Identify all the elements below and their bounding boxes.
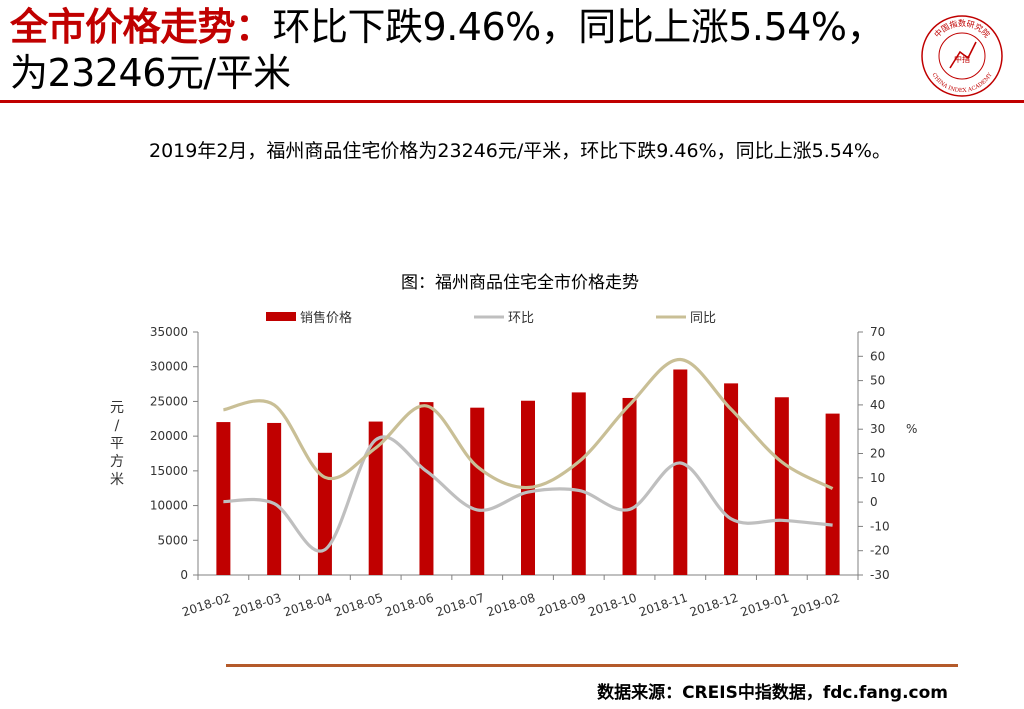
right-y-tick-label: 0 <box>870 495 878 509</box>
x-tick-label: 2019-01 <box>739 591 791 620</box>
legend-item-yoy: 同比 <box>656 311 716 326</box>
rate-lines <box>223 357 834 553</box>
right-y-tick-label: 20 <box>870 447 885 461</box>
legend-swatch <box>266 312 296 321</box>
left-y-tick-label: 15000 <box>150 464 188 478</box>
x-tick-label: 2018-11 <box>637 591 689 620</box>
price-bar <box>267 422 282 575</box>
price-bar <box>317 452 332 575</box>
right-y-tick-label: 40 <box>870 398 885 412</box>
right-y-axis-unit: % <box>906 422 917 436</box>
right-y-tick-label: -20 <box>870 544 890 558</box>
legend-item-sales-price: 销售价格 <box>266 310 352 326</box>
x-tick-label: 2018-06 <box>383 591 435 620</box>
price-bars <box>216 369 840 575</box>
seal-center-text: 中指 <box>954 54 970 64</box>
left-y-axis-label: 元/平方米 <box>110 400 124 488</box>
price-bar <box>622 397 637 575</box>
price-bar <box>216 422 231 575</box>
mom-change-line <box>223 435 833 553</box>
left-y-axis: 0 5000 10000 15000 20000 25000 30000 35000 元/平方米 <box>110 325 199 582</box>
data-source-note: 数据来源：CREIS中指数据，fdc.fang.com <box>597 683 948 703</box>
x-tick-label: 2018-09 <box>536 591 588 620</box>
legend-label: 销售价格 <box>300 310 352 326</box>
x-tick-label: 2018-03 <box>231 591 283 620</box>
left-y-tick-label: 0 <box>180 568 188 582</box>
price-bar <box>571 392 586 575</box>
x-tick-label: 2019-02 <box>790 591 842 620</box>
china-index-academy-seal-logo: 中国指数研究院 CHINA INDEX ACADEMY 中指 <box>921 15 1003 97</box>
x-tick-label: 2018-10 <box>586 591 638 620</box>
source-divider <box>226 664 958 667</box>
title-divider <box>0 100 1024 103</box>
x-axis: 2018-022018-032018-042018-052018-062018-… <box>180 574 859 620</box>
price-bar <box>368 421 383 575</box>
right-y-axis: -30 -20 -10 0 10 20 30 40 50 60 70% <box>857 325 917 582</box>
yoy-change-line <box>223 357 834 491</box>
slide-title-highlight: 全市价格走势： <box>10 5 273 49</box>
right-y-tick-label: 30 <box>870 422 885 436</box>
slide-title-rest: 环比下跌9.46%，同比上涨5.54%，为23246元/平米 <box>10 5 884 95</box>
x-tick-label: 2018-02 <box>180 591 232 620</box>
price-bar <box>724 383 739 575</box>
price-bar <box>825 413 840 575</box>
right-y-tick-label: -10 <box>870 519 890 533</box>
x-tick-label: 2018-08 <box>485 591 537 620</box>
left-y-tick-label: 5000 <box>157 533 188 547</box>
price-bar <box>673 369 688 575</box>
summary-text: 2019年2月，福州商品住宅价格为23246元/平米，环比下跌9.46%，同比上… <box>148 140 891 162</box>
right-y-tick-label: 70 <box>870 325 885 339</box>
right-y-tick-label: 50 <box>870 374 885 388</box>
price-trend-chart-svg: 图：福州商品住宅全市价格走势 销售价格 环比 同比 0 5000 10000 15000 2… <box>110 273 917 620</box>
left-y-tick-label: 10000 <box>150 499 188 513</box>
chart-legend: 销售价格 环比 同比 <box>266 310 716 326</box>
price-bar <box>774 397 789 575</box>
right-y-tick-label: 60 <box>870 349 885 363</box>
x-tick-label: 2018-12 <box>688 591 740 620</box>
slide-title: 全市价格走势：环比下跌9.46%，同比上涨5.54%，为23246元/平米 <box>10 4 890 96</box>
price-trend-chart: 图：福州商品住宅全市价格走势 销售价格 环比 同比 0 5000 10000 15000 2… <box>100 262 940 662</box>
x-tick-label: 2018-05 <box>333 591 385 620</box>
chart-title: 图：福州商品住宅全市价格走势 <box>401 273 639 293</box>
legend-label: 同比 <box>690 311 716 326</box>
x-tick-label: 2018-07 <box>434 591 486 620</box>
x-tick-label: 2018-04 <box>282 591 334 620</box>
price-bar <box>470 407 485 575</box>
left-y-tick-label: 25000 <box>150 394 188 408</box>
right-y-tick-label: 10 <box>870 471 885 485</box>
left-y-tick-label: 20000 <box>150 429 188 443</box>
left-y-tick-label: 30000 <box>150 360 188 374</box>
right-y-tick-label: -30 <box>870 568 890 582</box>
price-bar <box>419 402 434 575</box>
left-y-tick-label: 35000 <box>150 325 188 339</box>
legend-label: 环比 <box>508 311 534 326</box>
legend-item-mom: 环比 <box>474 311 534 326</box>
